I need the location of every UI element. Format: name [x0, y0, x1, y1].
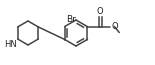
Text: HN: HN: [4, 40, 17, 49]
Text: O: O: [97, 6, 104, 15]
Text: Br: Br: [66, 14, 76, 24]
Text: O: O: [111, 22, 118, 31]
